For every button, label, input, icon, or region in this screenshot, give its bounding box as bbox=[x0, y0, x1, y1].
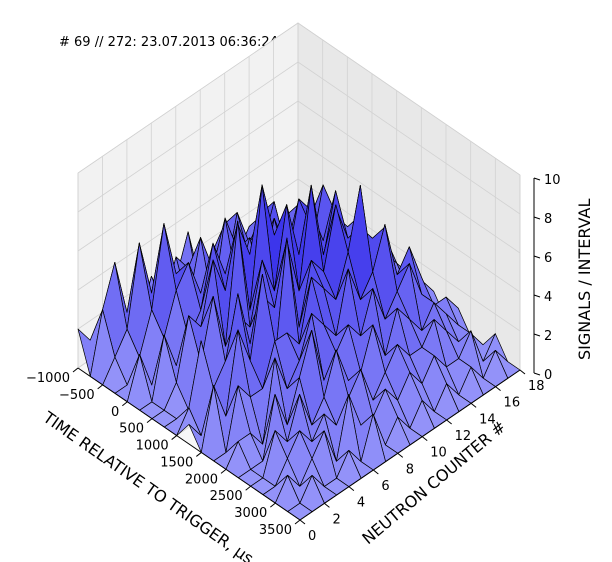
z-tick-label: 10 bbox=[544, 173, 561, 188]
x-tick bbox=[196, 452, 202, 457]
x-tick bbox=[72, 367, 79, 373]
grid-line-z bbox=[77, 22, 521, 176]
x-tick bbox=[220, 468, 227, 474]
x-tick bbox=[270, 502, 276, 508]
x-tick-label: 500 bbox=[119, 422, 144, 437]
z-tick-label: 8 bbox=[544, 212, 552, 227]
grid-line-z bbox=[77, 139, 521, 293]
y-tick-label: 2 bbox=[332, 512, 340, 527]
y-tick bbox=[519, 369, 526, 375]
y-tick bbox=[470, 402, 477, 408]
y-tick bbox=[421, 436, 428, 442]
y-tick bbox=[495, 386, 501, 392]
chart-title: # 69 // 272: 23.07.2013 06:36:24 bbox=[59, 35, 278, 50]
z-tick bbox=[533, 294, 541, 298]
z-axis-label: SIGNALS / INTERVAL bbox=[575, 199, 594, 361]
y-axis-line bbox=[299, 369, 521, 521]
z-tick bbox=[533, 255, 541, 259]
x-tick bbox=[294, 519, 301, 525]
z-tick-label: 0 bbox=[544, 368, 552, 383]
z-tick bbox=[533, 216, 541, 220]
z-tick-label: 6 bbox=[544, 251, 552, 266]
y-tick bbox=[446, 419, 452, 425]
x-tick-label: 2500 bbox=[210, 489, 243, 504]
y-tick-label: 18 bbox=[528, 379, 545, 394]
y-tick-label: 10 bbox=[430, 446, 447, 461]
y-tick bbox=[373, 469, 379, 475]
x-tick-label: 3500 bbox=[259, 523, 292, 538]
z-tick-label: 4 bbox=[544, 290, 552, 305]
y-tick-label: 16 bbox=[504, 396, 521, 411]
x-axis-line bbox=[77, 367, 301, 521]
y-tick-label: 14 bbox=[479, 412, 496, 427]
y-tick-label: 6 bbox=[381, 479, 389, 494]
x-tick bbox=[97, 384, 103, 390]
x-tick-label: 0 bbox=[111, 405, 119, 420]
y-tick-label: 12 bbox=[455, 429, 472, 444]
y-tick bbox=[348, 486, 355, 492]
x-tick-label: −500 bbox=[59, 388, 95, 403]
y-tick bbox=[397, 452, 404, 458]
z-tick bbox=[533, 333, 541, 337]
x-tick bbox=[245, 485, 251, 491]
x-tick-label: 1000 bbox=[136, 439, 169, 454]
x-tick-label: 2000 bbox=[185, 472, 218, 487]
x-tick bbox=[122, 401, 128, 407]
z-tick bbox=[533, 372, 541, 376]
y-tick bbox=[299, 519, 306, 525]
x-tick bbox=[146, 418, 153, 424]
grid-line-z bbox=[77, 61, 521, 215]
y-tick bbox=[324, 502, 330, 508]
x-tick-label: 3000 bbox=[234, 506, 267, 521]
x-tick-label: 1500 bbox=[160, 455, 193, 470]
z-tick-label: 2 bbox=[544, 329, 552, 344]
grid-line-z bbox=[77, 100, 521, 254]
x-tick-label: −1000 bbox=[26, 371, 70, 386]
x-tick bbox=[171, 435, 177, 440]
y-tick-label: 8 bbox=[406, 462, 414, 477]
z-tick bbox=[533, 177, 541, 181]
y-tick-label: 0 bbox=[308, 529, 316, 544]
y-tick-label: 4 bbox=[357, 496, 365, 511]
surface-mesh bbox=[77, 184, 521, 521]
